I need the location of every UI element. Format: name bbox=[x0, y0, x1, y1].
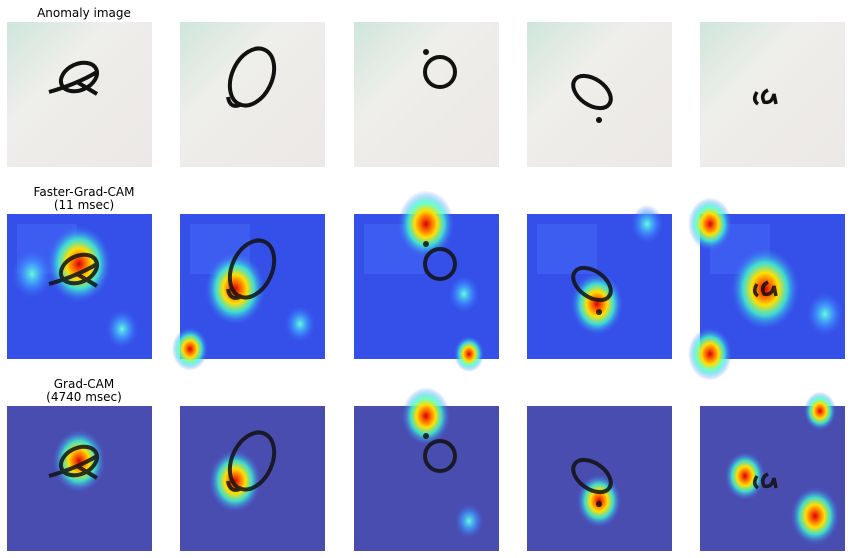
stroke bbox=[226, 96, 243, 108]
digit bbox=[48, 444, 100, 480]
digit bbox=[571, 73, 613, 123]
stroke bbox=[48, 70, 99, 96]
heat-blob bbox=[106, 309, 138, 349]
heat-blob bbox=[807, 292, 843, 336]
digit bbox=[571, 457, 613, 507]
image-cell bbox=[172, 214, 325, 371]
heat-blob bbox=[454, 336, 484, 372]
heat-blob bbox=[571, 272, 623, 336]
digit bbox=[423, 433, 457, 473]
image-cell bbox=[527, 22, 672, 167]
heat-blob bbox=[12, 250, 52, 298]
stroke bbox=[226, 288, 243, 300]
stroke bbox=[48, 454, 99, 480]
heat-blob bbox=[731, 248, 799, 330]
heat-blob bbox=[398, 190, 454, 258]
heat-blob bbox=[725, 452, 765, 500]
digit bbox=[753, 472, 778, 490]
row-title: (11 msec) bbox=[54, 198, 114, 212]
digit bbox=[571, 265, 613, 315]
image-cell bbox=[354, 190, 499, 372]
stroke bbox=[423, 55, 457, 89]
paper bbox=[180, 22, 325, 167]
stroke bbox=[596, 309, 602, 315]
stroke bbox=[571, 73, 613, 111]
stroke bbox=[753, 472, 778, 490]
digit bbox=[753, 88, 778, 106]
digit bbox=[753, 280, 778, 298]
stroke bbox=[753, 280, 778, 298]
heat-blob bbox=[209, 449, 261, 513]
image-cell bbox=[354, 22, 499, 167]
digit bbox=[226, 430, 277, 492]
paper bbox=[354, 22, 499, 167]
row-title: Anomaly image bbox=[37, 6, 131, 20]
image-cell bbox=[527, 204, 672, 359]
digit bbox=[48, 252, 100, 288]
stroke bbox=[423, 49, 429, 55]
digit bbox=[423, 49, 457, 89]
stroke bbox=[596, 501, 602, 507]
heat-blob bbox=[285, 306, 315, 342]
digit bbox=[48, 60, 100, 96]
stroke bbox=[571, 457, 613, 495]
heatmap-tint bbox=[537, 224, 597, 274]
stroke bbox=[48, 262, 99, 288]
row-title: (4740 msec) bbox=[46, 390, 122, 404]
heat-blob bbox=[631, 204, 663, 244]
heat-blob bbox=[172, 327, 208, 371]
image-cell bbox=[7, 22, 152, 167]
image-cell bbox=[180, 406, 325, 551]
stroke bbox=[596, 117, 602, 123]
heat-blob bbox=[449, 276, 479, 312]
image-cell bbox=[527, 406, 672, 551]
heat-blob bbox=[688, 197, 732, 251]
image-cell bbox=[180, 22, 325, 167]
image-cell bbox=[700, 391, 845, 551]
digit bbox=[226, 238, 277, 300]
stroke bbox=[423, 247, 457, 281]
heat-blob bbox=[804, 391, 836, 431]
heat-blob bbox=[205, 253, 265, 325]
stroke bbox=[423, 433, 429, 439]
stroke bbox=[571, 265, 613, 303]
stroke bbox=[226, 480, 243, 492]
heat-blob bbox=[688, 327, 732, 381]
heat-blob bbox=[791, 487, 839, 545]
paper bbox=[527, 22, 672, 167]
image-cell bbox=[688, 197, 845, 381]
image-cell bbox=[354, 387, 499, 551]
image-cell bbox=[7, 214, 152, 359]
heat-blob bbox=[402, 387, 450, 445]
digit bbox=[226, 46, 277, 108]
paper bbox=[7, 22, 152, 167]
stroke bbox=[423, 241, 429, 247]
row-title: Faster-Grad-CAM bbox=[34, 185, 135, 199]
image-cell bbox=[700, 22, 845, 167]
image-cell bbox=[7, 406, 152, 551]
stroke bbox=[753, 88, 778, 106]
heat-blob bbox=[47, 225, 111, 303]
row-title: Grad-CAM bbox=[54, 377, 114, 391]
stroke bbox=[423, 439, 457, 473]
heat-blob bbox=[455, 504, 483, 538]
digit bbox=[423, 241, 457, 281]
